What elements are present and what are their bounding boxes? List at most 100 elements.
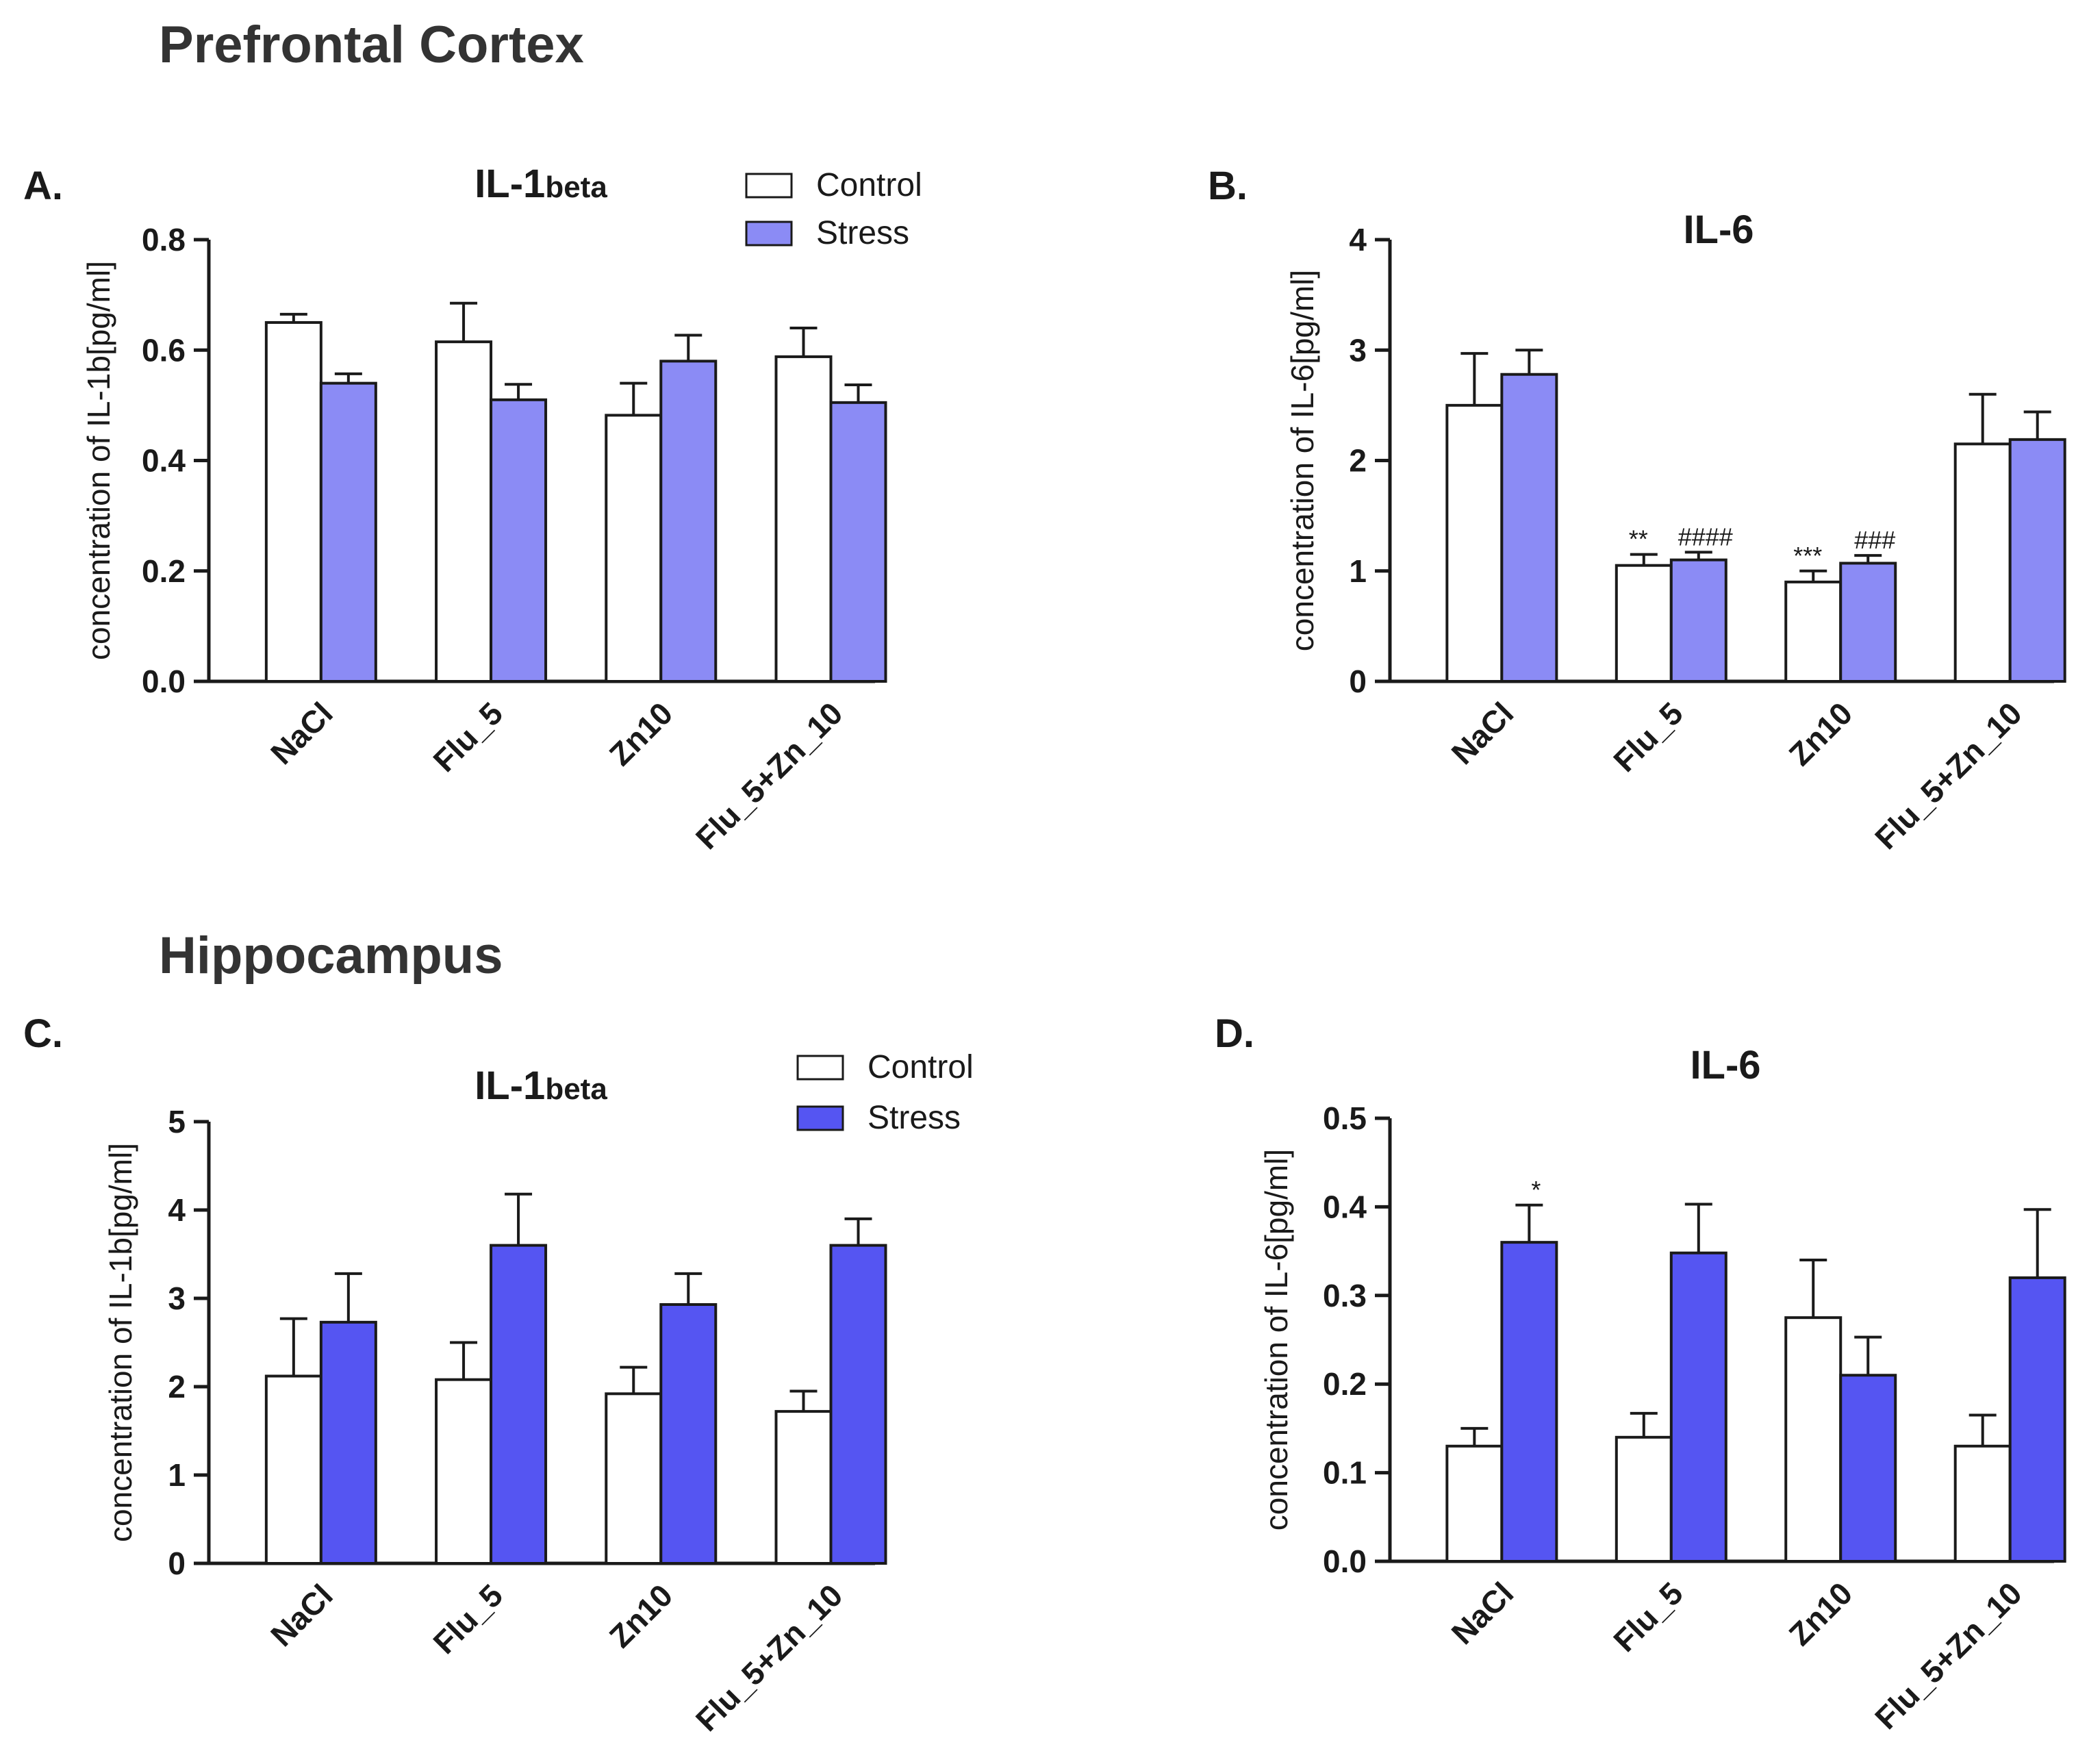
y-tick-label: 3 <box>1349 332 1367 368</box>
x-tick-label: Flu_5 <box>426 1577 509 1661</box>
bar-stress-2 <box>490 1244 548 1565</box>
x-tick-label: Flu_5 <box>426 695 509 779</box>
panel-letter-d: D. <box>1215 1011 1254 1056</box>
significance-marker: *** <box>1793 542 1822 570</box>
chart-title: IL-6 <box>1690 1043 1760 1087</box>
y-tick-label: 0.6 <box>142 332 186 368</box>
y-axis-label: concentration of IL-1b[pg/ml] <box>103 1143 138 1542</box>
y-tick-label: 0.2 <box>142 553 186 589</box>
chart-title-main: IL-6 <box>1690 1043 1760 1087</box>
x-tick-label: Flu_5+Zn_10 <box>689 1577 850 1738</box>
bar-stress-1 <box>1500 1241 1558 1563</box>
bar-control-1 <box>264 1374 322 1565</box>
y-tick-label: 0.3 <box>1323 1278 1367 1313</box>
x-tick-label: NaCl <box>1445 695 1521 771</box>
panel-letter-b: B. <box>1208 164 1248 208</box>
chart-title: IL-6 <box>1683 207 1754 252</box>
y-tick-label: 4 <box>1349 222 1367 257</box>
legend-swatch-stress <box>745 220 793 247</box>
x-tick-label: Flu_5+Zn_10 <box>1868 695 2029 856</box>
y-tick-label: 2 <box>168 1369 186 1404</box>
y-tick-label: 0 <box>168 1546 186 1581</box>
legend-label-control: Control <box>868 1049 974 1085</box>
chart-title-main: IL-1 <box>474 1063 545 1108</box>
bar-control-1 <box>1445 1444 1504 1563</box>
chart-title-main: IL-6 <box>1683 207 1754 252</box>
y-axis-label: concentration of IL-6[pg/ml] <box>1284 270 1320 651</box>
chart-title: IL-1beta <box>474 1063 607 1108</box>
y-tick-label: 0.0 <box>1323 1544 1367 1579</box>
legend-swatch-control <box>796 1055 844 1081</box>
y-tick-label: 3 <box>168 1281 186 1316</box>
chart-panel-d: 0.0 0.1 0.2 0.3 0.4 0.5 concentration of IL-6[… <box>1258 1043 2066 1736</box>
y-tick-label: 0.5 <box>1323 1100 1367 1136</box>
bar-stress-3 <box>1839 562 1897 683</box>
x-tick-label: Zn10 <box>1782 695 1860 772</box>
bar-control-3 <box>1784 580 1843 683</box>
y-tick-label: 0.1 <box>1323 1455 1367 1491</box>
chart-panel-b: 0 1 2 3 4 concentration of IL-6[pg/ml] IL-6 NaC… <box>1284 207 2066 856</box>
chart-panel-a: 0.0 0.2 0.4 0.6 0.8 concentration of IL-1b[pg… <box>81 162 922 856</box>
section-title-hippocampus: Hippocampus <box>159 927 503 985</box>
bar-stress-1 <box>319 1320 377 1565</box>
y-tick-label: 0.4 <box>142 443 186 479</box>
significance-marker: * <box>1531 1176 1541 1204</box>
y-tick-label: 0.8 <box>142 222 186 257</box>
bar-stress-4 <box>2008 438 2066 683</box>
bar-control-1 <box>264 320 322 683</box>
bar-stress-2 <box>1669 558 1727 683</box>
bar-control-2 <box>1615 564 1673 683</box>
bar-stress-1 <box>1500 373 1558 683</box>
bar-control-4 <box>1953 442 2012 683</box>
bar-control-2 <box>435 340 493 683</box>
y-tick-label: 4 <box>168 1192 186 1228</box>
bar-control-4 <box>1953 1444 2012 1563</box>
bar-control-3 <box>605 414 663 683</box>
chart-panel-c: 0 1 2 3 4 5 concentration of IL-1b[pg/ml] IL-1b… <box>103 1049 974 1738</box>
y-tick-label: 0.2 <box>1323 1366 1367 1402</box>
x-tick-label: NaCl <box>264 695 340 771</box>
bar-control-4 <box>774 1410 833 1565</box>
chart-title-sub: beta <box>545 171 607 204</box>
bar-stress-3 <box>659 360 718 683</box>
bar-stress-1 <box>319 381 377 683</box>
legend-swatch-control <box>745 173 793 199</box>
bar-control-1 <box>1445 403 1504 683</box>
bar-stress-2 <box>1669 1251 1727 1563</box>
x-tick-label: Flu_5 <box>1606 695 1690 779</box>
panel-letter-c: C. <box>23 1011 63 1056</box>
x-tick-label: NaCl <box>1445 1575 1521 1651</box>
bar-control-2 <box>435 1378 493 1565</box>
bar-control-3 <box>1784 1316 1843 1563</box>
y-tick-label: 5 <box>168 1104 186 1139</box>
bar-stress-3 <box>1839 1374 1897 1563</box>
significance-marker: #### <box>1678 522 1733 551</box>
legend-swatch-stress <box>796 1105 844 1131</box>
x-tick-label: Zn10 <box>603 695 680 772</box>
legend: Control Stress <box>796 1049 974 1136</box>
bar-stress-4 <box>829 401 887 683</box>
x-tick-label: Flu_5+Zn_10 <box>689 695 850 856</box>
bar-stress-4 <box>829 1244 887 1565</box>
y-tick-label: 1 <box>1349 553 1367 589</box>
chart-title: IL-1beta <box>474 162 607 206</box>
x-tick-label: NaCl <box>264 1577 340 1653</box>
y-axis-label: concentration of IL-1b[pg/ml] <box>81 261 116 660</box>
y-tick-label: 0 <box>1349 664 1367 699</box>
chart-title-main: IL-1 <box>474 162 545 206</box>
y-tick-label: 1 <box>168 1457 186 1493</box>
significance-marker: ** <box>1629 525 1648 553</box>
x-tick-label: Flu_5 <box>1606 1575 1690 1659</box>
y-axis-label: concentration of IL-6[pg/ml] <box>1258 1149 1294 1530</box>
chart-title-sub: beta <box>545 1072 607 1106</box>
bar-stress-2 <box>490 398 548 683</box>
legend-label-stress: Stress <box>816 215 909 251</box>
bar-control-4 <box>774 355 833 683</box>
y-tick-label: 2 <box>1349 443 1367 479</box>
bar-stress-3 <box>659 1303 718 1565</box>
panel-letter-a: A. <box>23 164 63 208</box>
significance-marker: ### <box>1854 526 1895 554</box>
section-title-prefrontal-cortex: Prefrontal Cortex <box>159 16 584 74</box>
legend-label-control: Control <box>816 167 922 203</box>
